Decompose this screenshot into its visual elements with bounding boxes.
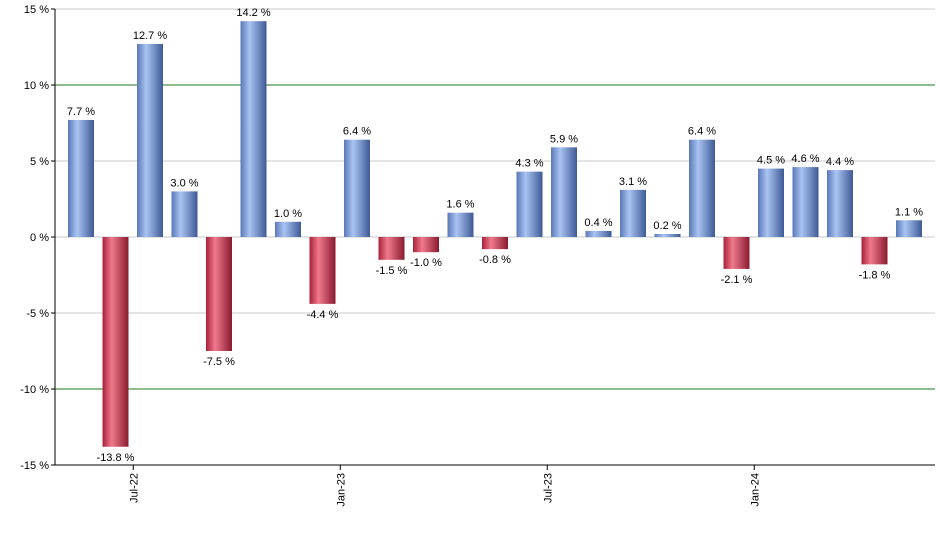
data-label: 4.6 %	[791, 153, 819, 165]
x-tick-label: Jul-22	[128, 473, 140, 503]
y-tick-label: 10 %	[24, 80, 49, 92]
bar-positive	[516, 171, 543, 237]
y-tick-label: -10 %	[20, 384, 49, 396]
data-label: 3.1 %	[619, 176, 647, 188]
data-label: 5.9 %	[550, 133, 578, 145]
bar-negative	[206, 237, 232, 351]
data-label: 4.4 %	[826, 156, 854, 168]
data-label: 14.2 %	[236, 7, 270, 19]
bar-positive	[689, 139, 715, 237]
data-label: 1.6 %	[446, 199, 474, 211]
y-tick-label: 0 %	[30, 232, 49, 244]
bar-positive	[275, 221, 301, 237]
data-label: 12.7 %	[133, 30, 167, 42]
bar-positive	[68, 119, 94, 237]
bar-positive	[171, 191, 198, 237]
axes: 15 % 10 % 5 % 0 % -5 % -10 % -15 % Jul-22 Jan-23…	[20, 4, 935, 507]
bar-positive	[585, 230, 612, 237]
y-tick-label: -15 %	[20, 460, 49, 472]
x-tick-label: Jul-23	[542, 473, 554, 503]
data-label: 3.0 %	[170, 177, 198, 189]
bar-positive	[240, 21, 267, 237]
bars	[68, 21, 922, 447]
bar-negative	[378, 237, 405, 260]
data-label: 1.0 %	[274, 208, 302, 220]
bar-positive	[654, 233, 681, 237]
y-tick-label: 5 %	[30, 156, 49, 168]
bar-positive	[620, 189, 646, 237]
data-labels: 7.7 % -13.8 % 12.7 % 3.0 % -7.5 % 14.2 % 1.0 %…	[67, 7, 923, 464]
data-label: 7.7 %	[67, 106, 95, 118]
y-tick-label: 15 %	[24, 4, 49, 16]
bar-negative	[861, 237, 888, 265]
data-label: 1.1 %	[895, 206, 923, 218]
data-label: -7.5 %	[203, 356, 235, 368]
bar-positive	[758, 168, 784, 237]
bar-positive	[551, 147, 577, 237]
bar-positive	[827, 170, 853, 237]
data-label: 6.4 %	[688, 126, 716, 138]
x-tick-label: Jan-24	[749, 473, 761, 507]
data-label: -1.0 %	[410, 257, 442, 269]
bar-positive	[344, 139, 370, 237]
data-label: -4.4 %	[307, 309, 339, 321]
data-label: 0.4 %	[584, 217, 612, 229]
bar-positive	[896, 220, 922, 237]
data-label: 4.5 %	[757, 155, 785, 167]
bar-positive	[137, 43, 163, 238]
data-label: 0.2 %	[653, 220, 681, 232]
bar-negative	[413, 237, 439, 253]
data-label: -0.8 %	[479, 254, 511, 266]
data-label: -1.5 %	[376, 265, 408, 277]
data-label: -1.8 %	[859, 269, 891, 281]
bar-negative	[723, 237, 750, 269]
y-tick-label: -5 %	[26, 308, 49, 320]
data-label: -2.1 %	[721, 274, 753, 286]
bar-positive	[792, 167, 819, 237]
data-label: 6.4 %	[343, 126, 371, 138]
x-tick-label: Jan-23	[335, 473, 347, 507]
data-label: 4.3 %	[515, 158, 543, 170]
data-label: -13.8 %	[97, 452, 135, 464]
bar-negative	[102, 237, 129, 447]
bar-negative	[482, 237, 508, 250]
bar-negative	[309, 237, 336, 304]
bar-positive	[447, 212, 474, 237]
